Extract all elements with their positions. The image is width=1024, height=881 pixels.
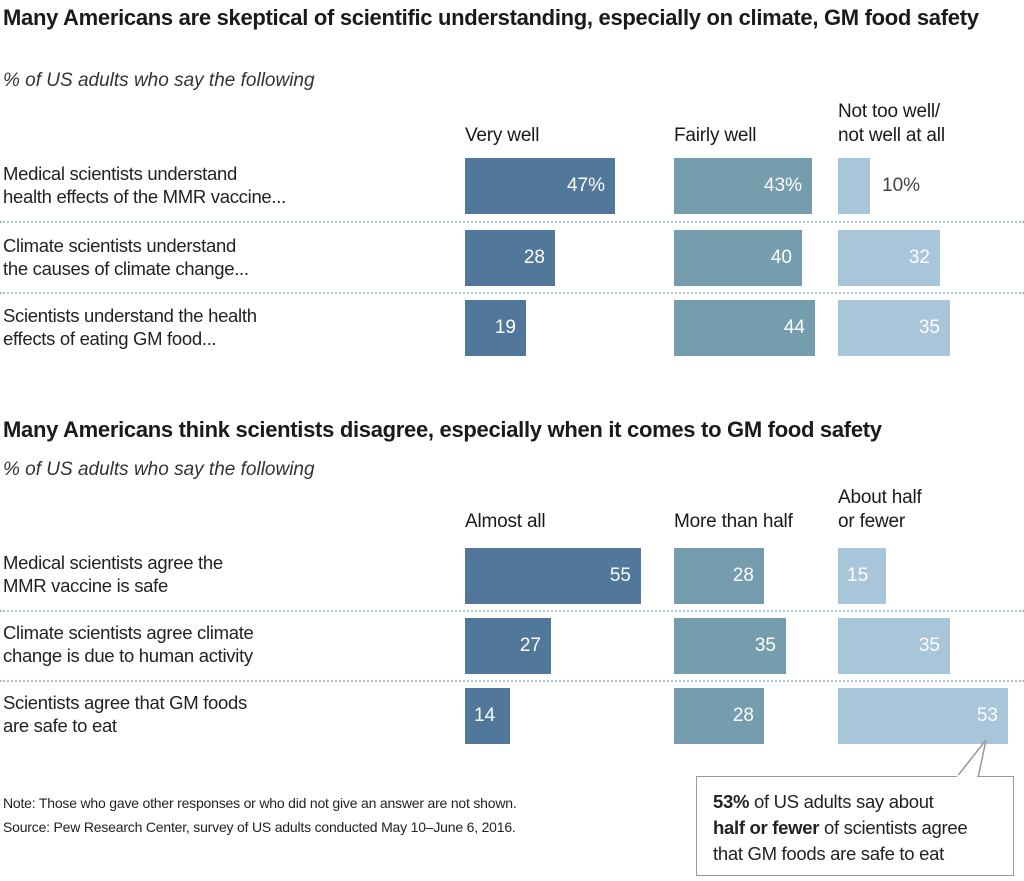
bar-very-well [465,158,615,214]
callout-text-3: that GM foods are safe to eat [713,843,944,864]
column-header-1-line-2: Very well [465,125,540,146]
column-header-3-line-1: Not too well/ [838,101,940,122]
category-label-line: Medical scientists agree the [3,552,223,573]
bar-value-label: 28 [732,705,754,726]
bar-value-label: 55 [609,565,631,586]
bar-fairly-well [674,230,802,286]
bar-very-well [465,230,555,286]
bar-not-too-well-not-well-at-all [838,158,870,214]
column-header-3-line-2: not well at all [838,125,945,146]
category-label-line: change is due to human activity [3,645,253,666]
bar-more-than-half [674,548,764,604]
column-header-2-line-2: Fairly well [674,125,757,146]
annotation-callout: 53% of US adults say about half or fewer… [696,776,1014,876]
callout-pointer [954,739,987,779]
row-separator [0,680,1024,682]
category-label-line: Scientists agree that GM foods [3,692,247,713]
bar-almost-all [465,618,551,674]
bar-value-label: 47% [566,175,605,196]
bar-value-label: 35 [918,635,940,656]
category-label-line: Medical scientists understand [3,163,237,184]
bar-more-than-half [674,618,786,674]
bar-very-well [465,300,526,356]
bar-value-label: 35 [918,317,940,338]
category-label-line: health effects of the MMR vaccine... [3,186,286,207]
bar-about-half-or-fewer [838,548,886,604]
bar-value-label: 44 [783,317,805,338]
bar-not-too-well-not-well-at-all [838,300,950,356]
bar-value-label: 43% [763,175,802,196]
bar-about-half-or-fewer [838,688,1008,744]
footer-source: Source: Pew Research Center, survey of U… [3,819,516,835]
callout-bold-1: 53% [713,791,750,812]
bar-value-label: 14 [474,705,496,726]
row-separator [0,292,1024,294]
callout-text-1: of US adults say about [749,791,934,812]
bar-value-label: 35 [754,635,776,656]
bar-value-label: 32 [908,247,930,268]
bar-value-label: 27 [519,635,541,656]
bar-value-label: 53 [976,705,998,726]
row-separator [0,610,1024,612]
bar-fairly-well [674,158,812,214]
category-label-line: the causes of climate change... [3,258,249,279]
callout-text-2: of scientists agree [819,817,968,838]
bar-value-label: 19 [494,317,516,338]
category-label-line: Climate scientists agree climate [3,622,254,643]
column-header-3-line-2: or fewer [838,511,906,532]
callout-pointer-shape [954,739,987,779]
bar-value-label: 10% [882,175,921,196]
bar-more-than-half [674,688,764,744]
bar-not-too-well-not-well-at-all [838,230,940,286]
chart2-subtitle: % of US adults who say the following [3,459,315,480]
row-separator [0,221,1024,223]
bar-about-half-or-fewer [838,618,950,674]
bar-value-label: 15 [847,565,869,586]
bar-value-label: 28 [523,247,545,268]
bar-fairly-well [674,300,815,356]
category-label-line: effects of eating GM food... [3,328,217,349]
category-label-line: Climate scientists understand [3,235,236,256]
category-label-line: MMR vaccine is safe [3,575,168,596]
callout-pointer-join [957,775,977,778]
bar-value-label: 40 [770,247,792,268]
bar-almost-all [465,548,641,604]
category-label-line: Scientists understand the health [3,305,257,326]
chart2-title: Many Americans think scientists disagree… [3,417,882,442]
category-label-line: are safe to eat [3,715,117,736]
bar-almost-all [465,688,510,744]
column-header-1-line-2: Almost all [465,511,546,532]
chart1-subtitle: % of US adults who say the following [3,70,315,91]
callout-bold-2: half or fewer [713,817,820,838]
column-header-3-line-1: About half [838,487,922,508]
chart1-title: Many Americans are skeptical of scientif… [3,5,979,30]
bar-value-label: 28 [732,565,754,586]
footer-note: Note: Those who gave other responses or … [3,795,517,811]
column-header-2-line-2: More than half [674,511,793,532]
